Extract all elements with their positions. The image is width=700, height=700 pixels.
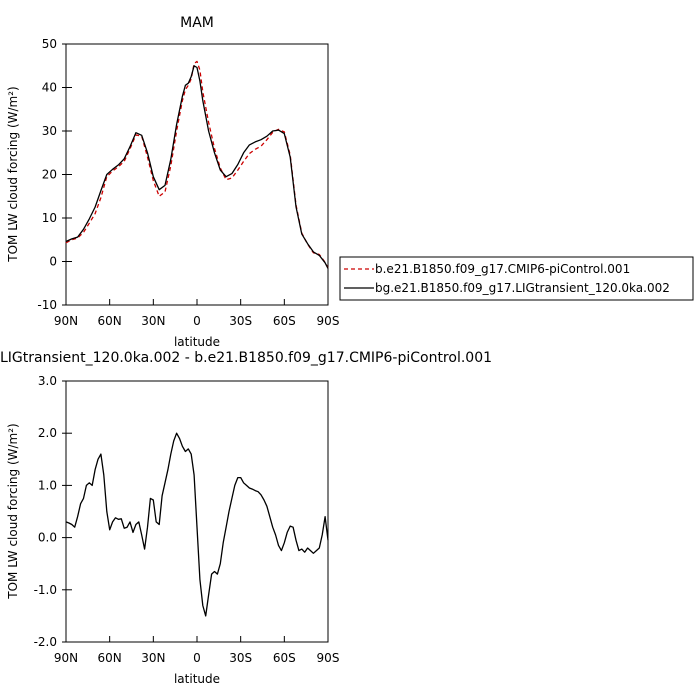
- top-x-tick-label: 30S: [229, 314, 252, 328]
- bottom-x-ticks: 90N 60N 30N 0 30S 60S 90S: [54, 636, 340, 665]
- top-chart-title: MAM: [180, 15, 214, 31]
- top-panel: MAM -10 0 10 20 30 40 50 90N 60N 30N 0 30S 60S 90S l…: [6, 15, 694, 349]
- top-y-tick-label: -10: [37, 298, 57, 312]
- top-y-tick-label: 50: [42, 37, 57, 51]
- bottom-y-tick-label: 2.0: [38, 426, 57, 440]
- bottom-y-tick-label: 0.0: [38, 531, 57, 545]
- top-series-line-1: [65, 65, 329, 269]
- bottom-x-tick-label: 30N: [141, 651, 165, 665]
- legend-box: [339, 256, 694, 301]
- top-series-lines: [65, 60, 329, 269]
- legend: b.e21.B1850.f09_g17.CMIP6-piControl.001 …: [339, 256, 694, 301]
- top-x-tick-label: 0: [193, 314, 201, 328]
- top-x-tick-label: 60N: [98, 314, 122, 328]
- bottom-plot-frame: [65, 380, 329, 643]
- bottom-panel: LIGtransient_120.0ka.002 - b.e21.B1850.f…: [0, 350, 492, 686]
- bottom-y-tick-label: -1.0: [34, 583, 57, 597]
- bottom-y-tick-label: -2.0: [34, 635, 57, 649]
- bottom-chart-title: LIGtransient_120.0ka.002 - b.e21.B1850.f…: [0, 350, 492, 366]
- legend-entry-ligtransient: bg.e21.B1850.f09_g17.LIGtransient_120.0k…: [375, 281, 670, 295]
- bottom-x-tick-label: 90N: [54, 651, 78, 665]
- top-x-tick-label: 60S: [273, 314, 296, 328]
- top-x-ticks: 90N 60N 30N 0 30S 60S 90S: [54, 299, 340, 328]
- bottom-series-lines: [65, 432, 329, 617]
- top-y-ticks: -10 0 10 20 30 40 50: [37, 37, 72, 312]
- bottom-x-tick-label: 0: [193, 651, 201, 665]
- bottom-x-tick-label: 60S: [273, 651, 296, 665]
- bottom-y-tick-label: 3.0: [38, 374, 57, 388]
- top-plot-frame: [65, 43, 329, 306]
- top-y-axis-label: TOM LW cloud forcing (W/m²): [6, 86, 20, 263]
- bottom-y-ticks: -2.0 -1.0 0.0 1.0 2.0 3.0: [34, 374, 72, 649]
- bottom-x-tick-label: 90S: [317, 651, 340, 665]
- bottom-y-tick-label: 1.0: [38, 478, 57, 492]
- top-y-tick-label: 10: [42, 211, 57, 225]
- bottom-x-tick-label: 60N: [98, 651, 122, 665]
- legend-entry-picontrol: b.e21.B1850.f09_g17.CMIP6-piControl.001: [375, 262, 630, 276]
- top-y-tick-label: 20: [42, 168, 57, 182]
- bottom-x-tick-label: 30S: [229, 651, 252, 665]
- bottom-y-axis-label: TOM LW cloud forcing (W/m²): [6, 423, 20, 600]
- top-y-tick-label: 30: [42, 124, 57, 138]
- top-y-tick-label: 40: [42, 81, 57, 95]
- top-x-tick-label: 90N: [54, 314, 78, 328]
- top-series-line-0: [65, 60, 329, 269]
- top-x-tick-label: 30N: [141, 314, 165, 328]
- top-x-axis-label: latitude: [174, 335, 220, 349]
- bottom-x-axis-label: latitude: [174, 672, 220, 686]
- top-y-tick-label: 0: [49, 255, 57, 269]
- top-x-tick-label: 90S: [317, 314, 340, 328]
- bottom-series-line-0: [65, 432, 329, 617]
